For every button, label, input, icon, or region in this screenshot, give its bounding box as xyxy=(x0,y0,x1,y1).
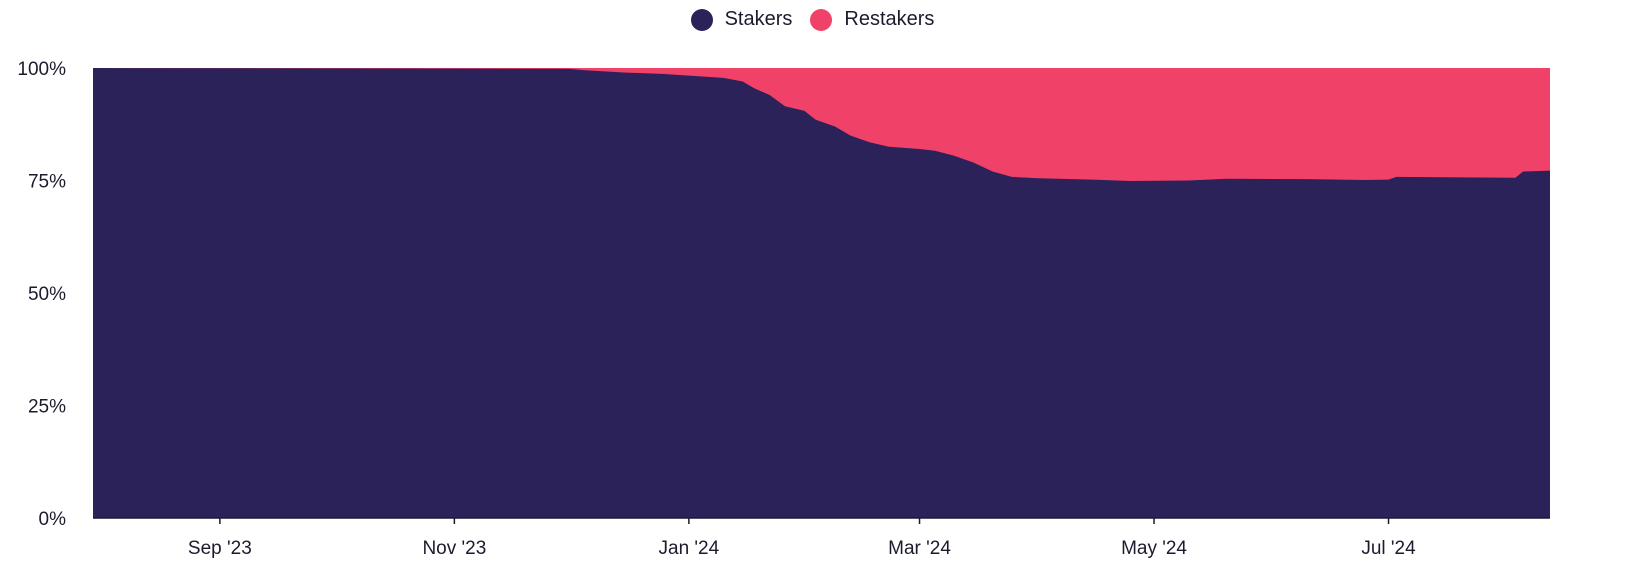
x-tick-label: Nov '23 xyxy=(422,538,486,559)
legend-label-stakers: Stakers xyxy=(724,8,793,30)
chart-areas xyxy=(93,68,1550,518)
x-tick-label: Sep '23 xyxy=(188,538,252,559)
y-tick-label: 75% xyxy=(28,172,66,193)
y-tick-label: 100% xyxy=(17,59,66,80)
y-tick-label: 0% xyxy=(39,509,67,530)
x-tick-label: May '24 xyxy=(1121,538,1187,559)
stakers-area xyxy=(93,68,1550,518)
x-tick-label: Jul '24 xyxy=(1361,538,1416,559)
y-axis-ticks: 0% 25% 50% 75% 100% xyxy=(17,59,66,530)
legend-item-stakers[interactable]: Stakers xyxy=(690,8,793,31)
x-tick-label: Jan '24 xyxy=(659,538,720,559)
legend-swatch-restakers xyxy=(810,8,833,31)
y-tick-label: 50% xyxy=(28,284,66,305)
legend-item-restakers[interactable]: Restakers xyxy=(810,8,934,31)
legend-swatch-stakers xyxy=(690,8,713,31)
legend-label-restakers: Restakers xyxy=(844,8,935,30)
y-tick-label: 25% xyxy=(28,397,66,418)
x-axis-ticks: Sep '23 Nov '23 Jan '24 Mar '24 May '24 Jul '… xyxy=(188,518,1416,559)
chart-legend: Stakers Restakers xyxy=(0,8,1625,31)
x-tick-label: Mar '24 xyxy=(888,538,951,559)
